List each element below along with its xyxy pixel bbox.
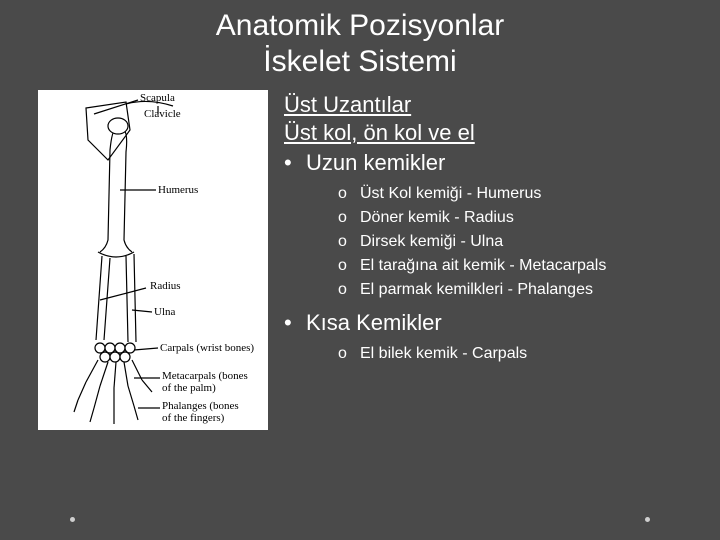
label-carpals: Carpals (wrist bones): [160, 342, 254, 354]
sub-text: El tarağına ait kemik - Metacarpals: [360, 254, 606, 278]
label-scapula: Scapula: [140, 92, 175, 104]
label-metacarpals-1: Metacarpals (bones: [162, 370, 248, 382]
sub-marker: o: [338, 254, 360, 278]
label-metacarpals-2: of the palm): [162, 382, 216, 394]
list-item: oEl tarağına ait kemik - Metacarpals: [338, 254, 720, 278]
bullet-marker: •: [284, 310, 306, 336]
bullet-2: • Kısa Kemikler: [284, 310, 720, 336]
label-phalanges-2: of the fingers): [162, 412, 224, 424]
heading-2: Üst kol, ön kol ve el: [284, 120, 720, 146]
sub-text: El parmak kemilkleri - Phalanges: [360, 278, 593, 302]
list-item: oDöner kemik - Radius: [338, 206, 720, 230]
label-clavicle: Clavicle: [144, 108, 181, 120]
sublist-1: oÜst Kol kemiği - Humerus oDöner kemik -…: [338, 182, 720, 302]
sublist-2: oEl bilek kemik - Carpals: [338, 342, 720, 366]
list-item: oDirsek kemiği - Ulna: [338, 230, 720, 254]
sub-marker: o: [338, 342, 360, 366]
sub-marker: o: [338, 182, 360, 206]
list-item: oEl parmak kemilkleri - Phalanges: [338, 278, 720, 302]
label-radius: Radius: [150, 280, 181, 292]
sub-text: El bilek kemik - Carpals: [360, 342, 527, 366]
title-line-1: Anatomik Pozisyonlar: [0, 8, 720, 44]
label-humerus: Humerus: [158, 184, 198, 196]
list-item: oÜst Kol kemiği - Humerus: [338, 182, 720, 206]
title-line-2: İskelet Sistemi: [0, 44, 720, 80]
bullet-1: • Uzun kemikler: [284, 150, 720, 176]
sub-text: Döner kemik - Radius: [360, 206, 514, 230]
sub-text: Dirsek kemiği - Ulna: [360, 230, 503, 254]
label-ulna: Ulna: [154, 306, 175, 318]
decoration-dot-right: [645, 517, 650, 522]
list-item: oEl bilek kemik - Carpals: [338, 342, 720, 366]
sub-marker: o: [338, 206, 360, 230]
title-block: Anatomik Pozisyonlar İskelet Sistemi: [0, 0, 720, 90]
heading-1: Üst Uzantılar: [284, 92, 720, 118]
decoration-dot-left: [70, 517, 75, 522]
content-row: Scapula Clavicle Humerus Radius Ulna Car…: [0, 90, 720, 430]
bullet-2-text: Kısa Kemikler: [306, 310, 442, 336]
sub-marker: o: [338, 230, 360, 254]
sub-marker: o: [338, 278, 360, 302]
arm-skeleton-diagram: Scapula Clavicle Humerus Radius Ulna Car…: [38, 90, 268, 430]
text-column: Üst Uzantılar Üst kol, ön kol ve el • Uz…: [284, 90, 720, 430]
bullet-1-text: Uzun kemikler: [306, 150, 445, 176]
bullet-marker: •: [284, 150, 306, 176]
sub-text: Üst Kol kemiği - Humerus: [360, 182, 541, 206]
label-phalanges-1: Phalanges (bones: [162, 400, 239, 412]
